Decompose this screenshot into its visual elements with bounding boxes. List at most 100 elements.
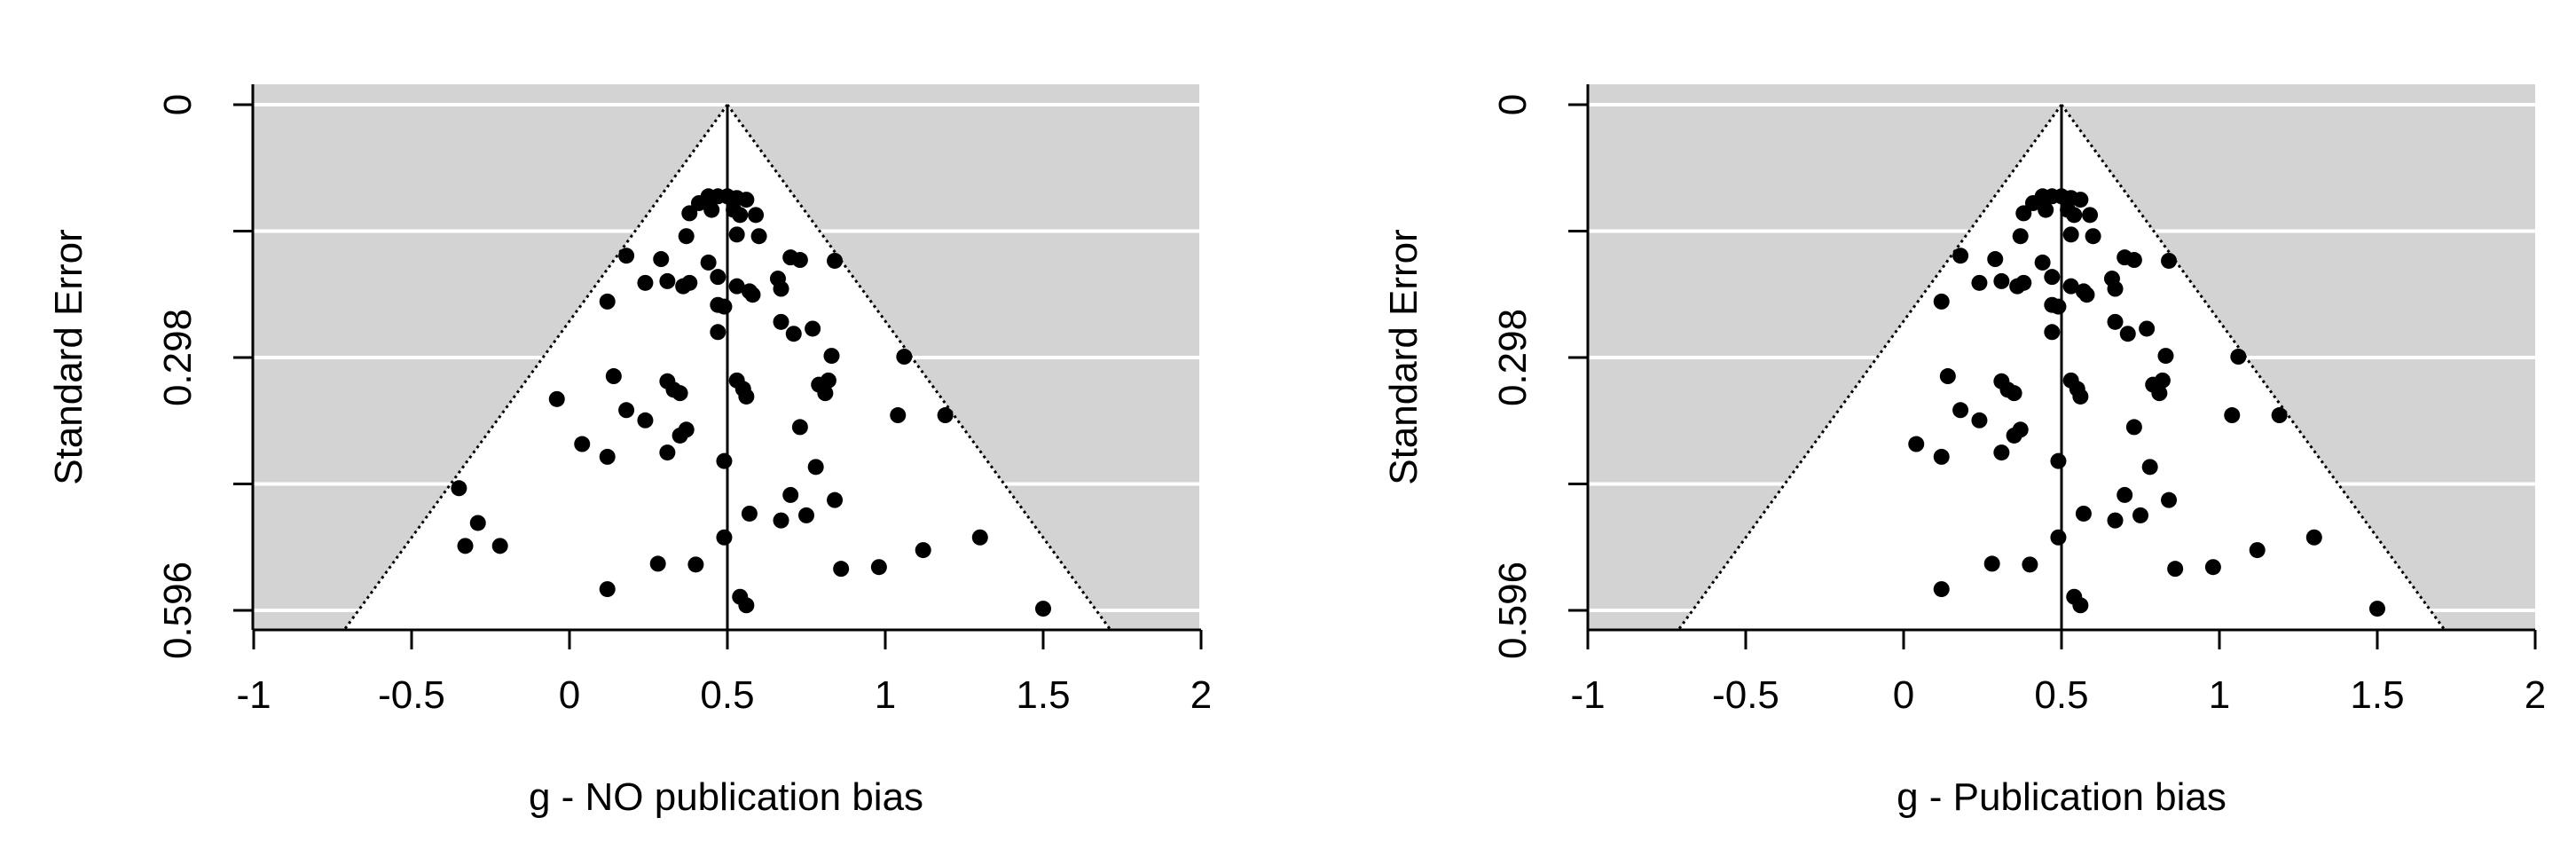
- data-point-64: [2107, 512, 2124, 529]
- y-tick-label-1: 0.298: [1491, 309, 1535, 406]
- x-tick-label-1: -0.5: [1712, 673, 1779, 717]
- data-point-47: [2151, 385, 2168, 402]
- data-point-15: [653, 251, 670, 268]
- data-point-9: [2066, 207, 2083, 224]
- data-point-12: [2062, 226, 2079, 243]
- data-point-64: [827, 491, 844, 508]
- data-point-13: [750, 228, 767, 245]
- x-tick-label-3: 0.5: [2034, 673, 2088, 717]
- data-point-59: [599, 448, 616, 465]
- data-point-63: [2075, 505, 2092, 522]
- data-point-69: [773, 512, 789, 529]
- data-point-55: [2012, 421, 2029, 438]
- data-point-21: [659, 272, 676, 289]
- data-point-49: [548, 390, 565, 407]
- data-point-21: [1993, 272, 2010, 289]
- data-point-36: [710, 324, 726, 341]
- funnel-left-bound: [342, 104, 729, 630]
- data-point-53: [937, 407, 954, 424]
- x-tick-label-0: -1: [236, 673, 271, 717]
- y-tick-label-2: 0.596: [1491, 562, 1535, 659]
- data-point-57: [2125, 419, 2142, 436]
- data-point-32: [2078, 287, 2095, 303]
- data-point-20: [1971, 274, 1988, 291]
- funnel-plot-2: -1 -0.5 0 0.5 1 1.5 2 0 0.298 0.596 g - Publicatio…: [1382, 84, 2546, 819]
- data-point-76: [833, 561, 850, 578]
- data-point-52: [890, 407, 907, 424]
- data-point-78: [599, 581, 616, 598]
- data-point-7: [703, 201, 720, 218]
- data-point-62: [2161, 491, 2178, 508]
- data-point-71: [2167, 561, 2184, 578]
- x-tick-label-6: 2: [1190, 673, 1212, 717]
- data-point-24: [2044, 269, 2061, 286]
- x-tick-label-1: -0.5: [378, 673, 445, 717]
- data-point-70: [2022, 556, 2038, 573]
- data-point-74: [649, 555, 666, 572]
- data-point-76: [2369, 601, 2385, 617]
- data-point-32: [744, 287, 761, 303]
- data-point-23: [681, 274, 698, 291]
- data-point-47: [817, 385, 834, 402]
- data-point-25: [728, 278, 745, 295]
- data-point-45: [2072, 388, 2089, 405]
- data-point-33: [773, 313, 789, 330]
- data-point-35: [2139, 320, 2156, 337]
- data-point-80: [738, 597, 755, 614]
- x-tick-label-5: 1.5: [2350, 673, 2404, 717]
- data-point-65: [469, 515, 486, 531]
- data-point-53: [2271, 407, 2288, 424]
- x-tick-label-2: 0: [559, 673, 580, 717]
- y-axis-title: Standard Error: [1382, 229, 1425, 485]
- data-point-56: [1993, 444, 2010, 461]
- data-point-29: [1933, 293, 1950, 310]
- data-point-67: [491, 538, 508, 554]
- data-point-36: [2044, 324, 2061, 341]
- data-point-71: [716, 529, 733, 546]
- x-tick-label-3: 0.5: [700, 673, 754, 717]
- data-point-6: [681, 205, 698, 222]
- x-tick-label-4: 1: [2209, 673, 2230, 717]
- data-point-5: [738, 192, 755, 208]
- data-point-72: [971, 529, 988, 546]
- data-point-19: [2161, 252, 2178, 269]
- data-point-73: [1933, 581, 1950, 598]
- funnel-left-bound: [1677, 104, 2063, 630]
- data-point-60: [716, 452, 733, 469]
- data-point-20: [637, 274, 654, 291]
- data-point-31: [716, 298, 733, 315]
- data-point-18: [791, 252, 808, 269]
- data-point-56: [659, 444, 676, 461]
- data-point-65: [2132, 507, 2148, 523]
- y-tick-label-0: 0: [1491, 94, 1535, 115]
- data-point-48: [820, 372, 836, 389]
- data-point-39: [1939, 368, 1956, 385]
- data-point-61: [2117, 486, 2133, 503]
- data-point-18: [2125, 252, 2142, 269]
- x-axis-title: g - Publication bias: [1897, 775, 2227, 819]
- data-point-34: [785, 326, 802, 342]
- data-point-24: [710, 269, 726, 286]
- data-point-31: [2050, 298, 2067, 315]
- data-point-28: [773, 280, 789, 297]
- x-tick-label-6: 2: [2525, 673, 2546, 717]
- data-point-10: [748, 207, 765, 224]
- funnel-plot-1: -1 -0.5 0 0.5 1 1.5 2 0 0.298 0.596 g - NO publica…: [47, 84, 1212, 819]
- data-point-14: [618, 248, 635, 264]
- data-point-63: [782, 486, 799, 503]
- data-point-58: [1933, 448, 1950, 465]
- data-point-67: [2305, 529, 2322, 546]
- x-tick-label-0: -1: [1570, 673, 1605, 717]
- data-point-50: [1952, 402, 1969, 419]
- data-point-5: [2072, 192, 2089, 208]
- data-point-60: [2141, 459, 2158, 476]
- data-point-75: [687, 556, 704, 573]
- data-point-16: [700, 254, 717, 271]
- data-point-19: [827, 252, 844, 269]
- funnel-right-bound: [726, 104, 1112, 630]
- data-point-11: [2012, 228, 2029, 245]
- data-point-42: [671, 385, 688, 402]
- data-point-66: [457, 538, 474, 554]
- data-point-37: [2157, 348, 2174, 365]
- y-tick-label-2: 0.596: [156, 562, 200, 659]
